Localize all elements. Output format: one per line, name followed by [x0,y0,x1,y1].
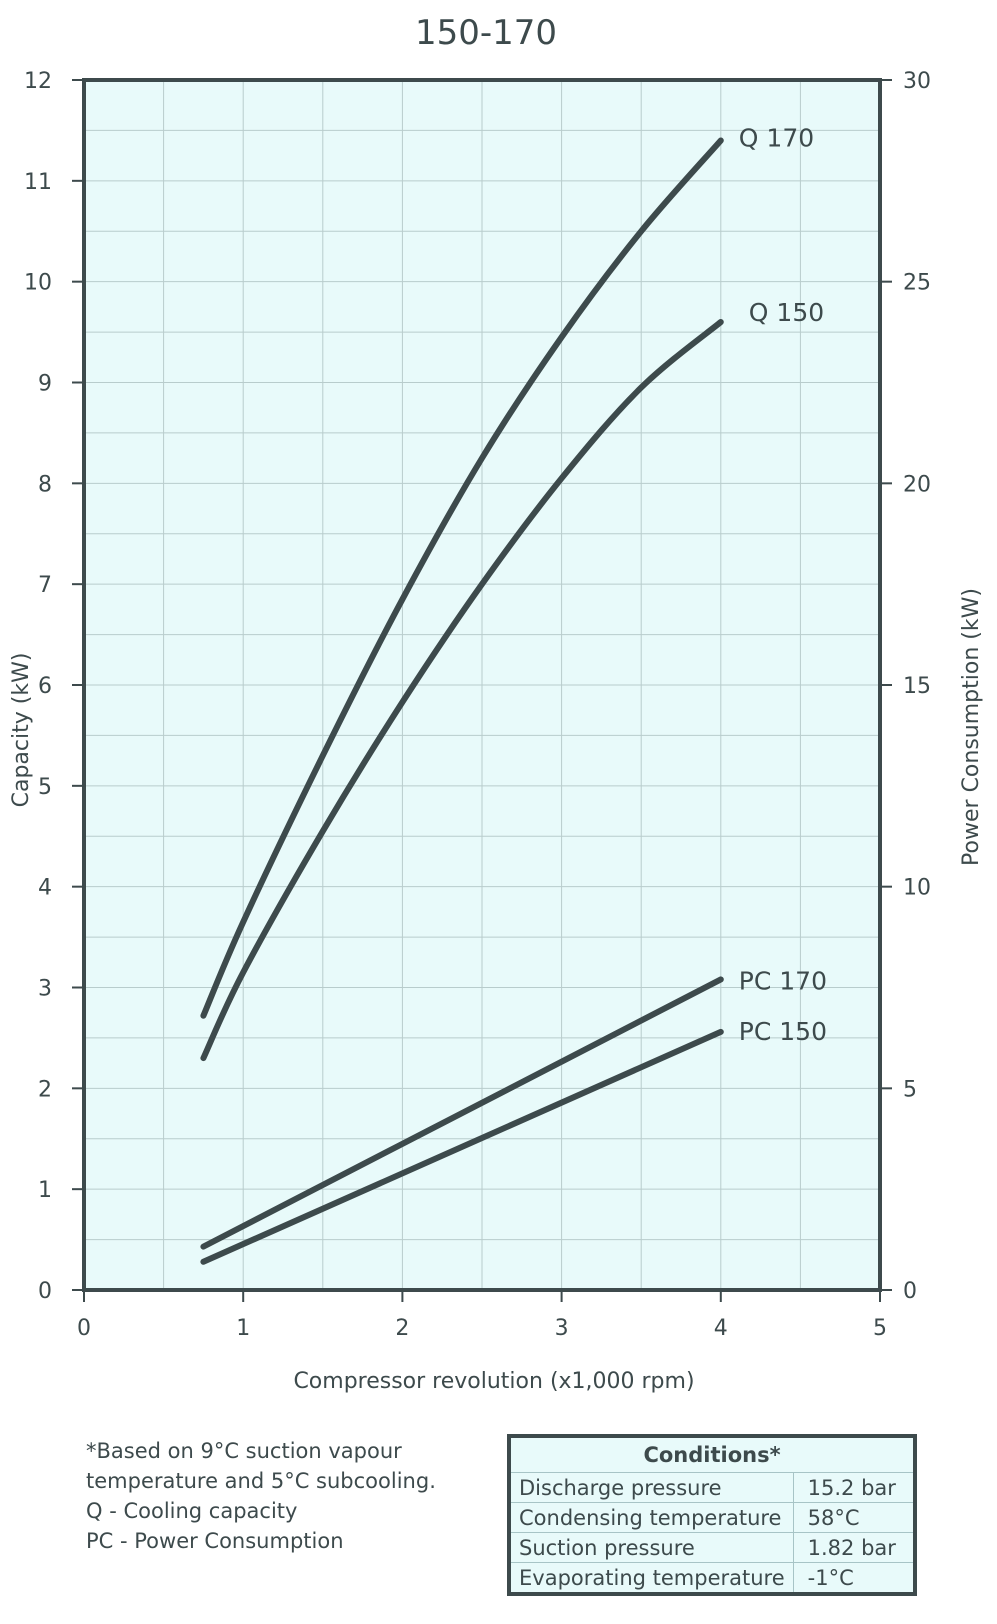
y-tick-label: 4 [38,876,52,901]
grid-lines [84,80,880,1290]
y2-tick-label: 15 [903,674,931,699]
y2-tick-label: 0 [903,1279,917,1304]
conditions-table: Conditions* Discharge pressure 15.2 bar … [507,1434,917,1596]
y-tick-label: 6 [38,674,52,699]
y-tick-label: 10 [24,271,52,296]
y-tick-label: 1 [38,1178,52,1203]
series-line-q-170 [200,137,724,1019]
series-line-q-150 [200,319,724,1062]
y-tick-label: 0 [38,1279,52,1304]
y2-tick-label: 5 [903,1077,917,1102]
x-tick-label: 4 [714,1316,728,1341]
y-tick-label: 9 [38,372,52,397]
table-row: Discharge pressure 15.2 bar [511,1472,913,1503]
condition-label: Evaporating temperature [511,1562,794,1592]
footnote-line: *Based on 9°C suction vapour [86,1439,402,1463]
y-axis-title-left: Capacity (kW) [9,653,34,808]
condition-label: Condensing temperature [511,1502,794,1533]
condition-label: Discharge pressure [511,1472,794,1503]
y-tick-label: 3 [38,977,52,1002]
conditions-title: Conditions* [643,1443,781,1467]
x-tick-label: 3 [555,1316,569,1341]
x-tick-label: 1 [236,1316,250,1341]
footnote-line: PC - Power Consumption [86,1529,344,1553]
footnotes: *Based on 9°C suction vapour temperature… [86,1436,436,1556]
footnote-line: temperature and 5°C subcooling. [86,1469,436,1493]
series-label-pc-150: PC 150 [739,1017,827,1046]
x-tick-label: 0 [77,1316,91,1341]
x-axis-title: Compressor revolution (x1,000 rpm) [293,1369,694,1394]
series-line-pc-150 [200,1028,724,1265]
x-tick-label: 2 [395,1316,409,1341]
condition-value: 58°C [792,1502,913,1533]
y-axis-title-right: Power Consumption (kW) [959,588,984,866]
y-tick-label: 12 [24,69,52,94]
x-tick-label: 5 [873,1316,887,1341]
series-label-pc-170: PC 170 [739,966,827,995]
y-tick-label: 2 [38,1077,52,1102]
y2-tick-label: 25 [903,271,931,296]
series-label-q-170: Q 170 [739,124,814,153]
y-tick-label: 7 [38,573,52,598]
chart-title: 150-170 [415,13,557,53]
condition-value: 15.2 bar [792,1472,913,1503]
footnote-line: Q - Cooling capacity [86,1499,298,1523]
y2-tick-label: 20 [903,472,931,497]
series-lines: Q 170 Q 150 PC 170 PC 150 [200,124,827,1265]
y2-tick-label: 10 [903,876,931,901]
condition-value: 1.82 bar [792,1532,913,1563]
table-row: Suction pressure 1.82 bar [511,1532,913,1563]
table-row: Condensing temperature 58°C [511,1502,913,1533]
condition-value: -1°C [792,1562,913,1592]
y-tick-label: 11 [24,170,52,195]
series-label-q-150: Q 150 [749,298,824,327]
y2-tick-label: 30 [903,69,931,94]
series-line-pc-170 [200,976,724,1250]
y-tick-label: 8 [38,472,52,497]
table-row: Evaporating temperature -1°C [511,1562,913,1592]
y-tick-label: 5 [38,775,52,800]
condition-label: Suction pressure [511,1532,794,1563]
axes [72,78,892,1302]
